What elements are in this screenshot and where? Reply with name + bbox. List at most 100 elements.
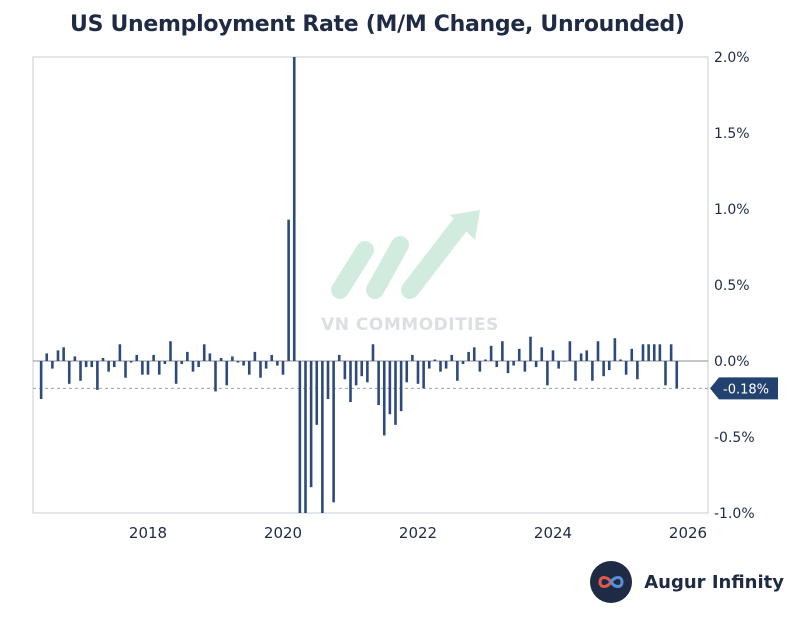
x-tick-label: 2018 (129, 524, 167, 542)
plot-frame (32, 56, 709, 514)
bar (388, 361, 392, 415)
bar (197, 361, 200, 368)
bar (101, 357, 105, 361)
bar (433, 359, 437, 361)
bar (146, 361, 150, 375)
bar (467, 351, 470, 361)
bar (523, 361, 527, 372)
bar (354, 361, 358, 386)
bar (186, 351, 189, 361)
bar (56, 350, 60, 361)
bar (152, 354, 155, 361)
bar (298, 361, 302, 513)
bar (512, 361, 515, 366)
bar (478, 361, 482, 372)
bar (219, 357, 223, 361)
bar (208, 353, 212, 361)
bar (135, 354, 139, 361)
bar (214, 361, 217, 392)
bar (281, 361, 285, 375)
bar (647, 344, 650, 361)
bar (304, 361, 307, 513)
bar (562, 361, 566, 362)
y-tick-label: 2.0% (714, 50, 750, 66)
bar (394, 361, 397, 425)
bar (399, 361, 403, 412)
bar (180, 361, 184, 365)
bar (596, 341, 600, 361)
bar (382, 361, 386, 436)
y-tick-label: 0.0% (714, 354, 750, 370)
brand: Augur Infinity (590, 561, 784, 603)
bar (630, 348, 634, 361)
bar (163, 361, 167, 365)
bar (270, 354, 274, 361)
watermark-arrow-icon (331, 210, 480, 299)
bar (337, 354, 341, 361)
bars-group (39, 57, 679, 513)
bar (112, 361, 116, 368)
bar (67, 361, 71, 384)
last-value-label: -0.18% (723, 382, 769, 397)
bar (259, 361, 262, 378)
bar (444, 361, 448, 369)
bar (129, 361, 133, 363)
bar (292, 57, 296, 361)
bar (501, 341, 504, 361)
x-tick-label: 2024 (534, 524, 572, 542)
bar (366, 361, 369, 383)
bar (529, 336, 532, 361)
bar (141, 361, 144, 375)
bar (461, 361, 465, 365)
watermark-text: VN COMMODITIES (321, 315, 499, 335)
bar (231, 356, 234, 361)
watermark: VN COMMODITIES (310, 205, 510, 345)
bar (51, 361, 54, 369)
bar (247, 361, 251, 375)
bar (84, 361, 88, 368)
last-value-badge-shape (710, 377, 778, 400)
bar (191, 361, 195, 372)
bar (607, 361, 611, 371)
y-tick-label: 0.5% (714, 278, 750, 294)
bar (456, 361, 459, 381)
bar (427, 361, 431, 369)
bar (236, 361, 240, 363)
bar (276, 361, 279, 366)
bar (664, 361, 667, 386)
y-tick-label: 1.5% (714, 126, 750, 142)
bar (422, 361, 425, 389)
bar (377, 361, 380, 406)
bar (636, 361, 639, 380)
bar (45, 353, 49, 361)
last-value-badge: -0.18% (710, 377, 778, 400)
bar (439, 361, 442, 372)
bar (579, 353, 583, 361)
bar (360, 361, 364, 377)
x-tick-label: 2020 (264, 524, 302, 542)
bar (416, 361, 420, 384)
infinity-icon (590, 561, 633, 603)
bar (591, 361, 594, 381)
bar (332, 361, 335, 503)
bar (557, 361, 560, 369)
bar (118, 344, 122, 361)
bar (174, 361, 178, 384)
bar (242, 361, 245, 366)
brand-name: Augur Infinity (644, 571, 784, 593)
bar (169, 341, 172, 361)
bar (534, 361, 538, 368)
bar (96, 361, 99, 390)
bar (321, 361, 324, 513)
bar (309, 361, 313, 488)
x-tick-label: 2026 (669, 524, 707, 542)
bar (675, 361, 679, 389)
bar (506, 361, 510, 374)
bar (62, 347, 65, 361)
bar (568, 341, 572, 361)
bar (349, 361, 352, 403)
bar (641, 344, 645, 361)
bar (489, 345, 493, 361)
bar (669, 344, 673, 361)
